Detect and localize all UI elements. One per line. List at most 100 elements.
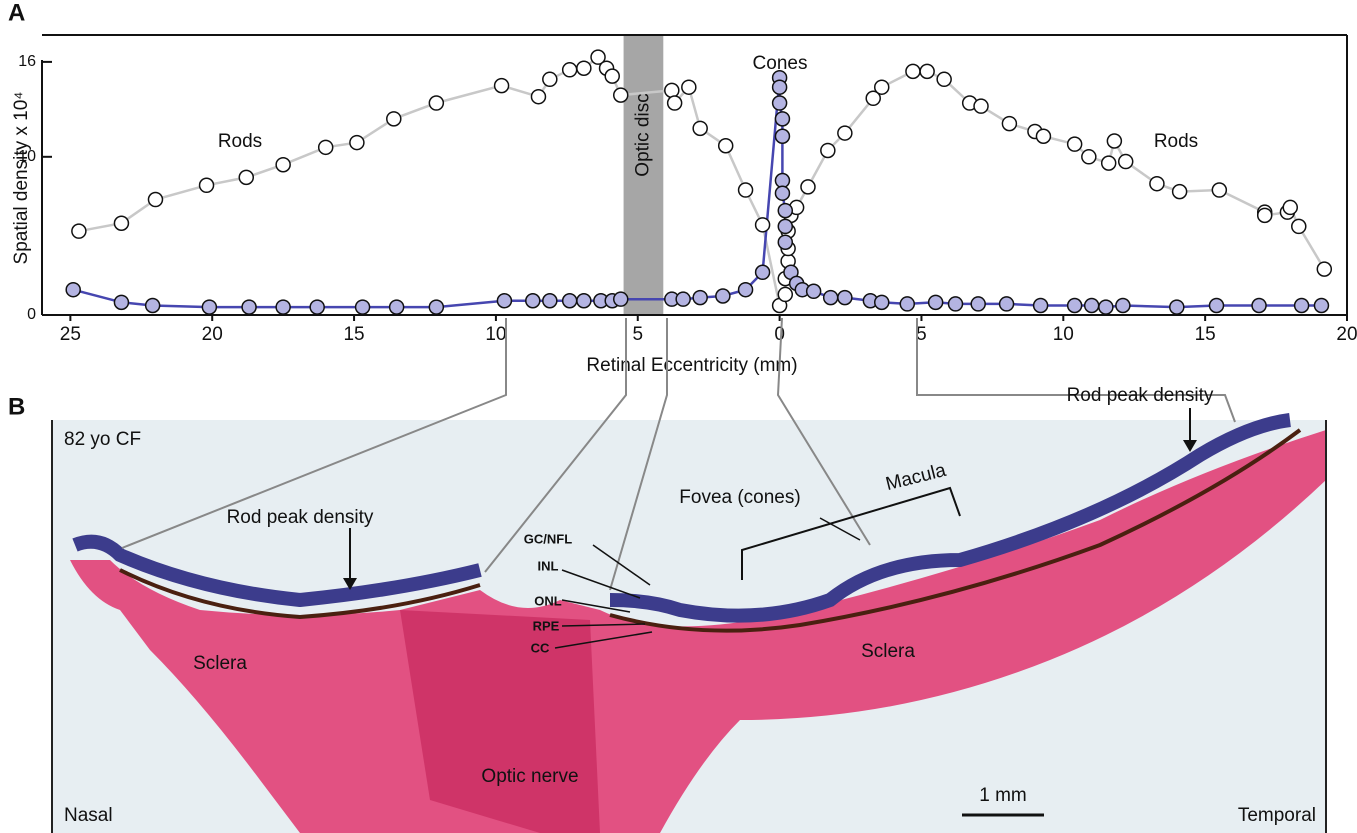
- data-point: [838, 291, 852, 305]
- x-tick-label: 15: [343, 324, 364, 345]
- data-point: [543, 294, 557, 308]
- x-tick-label: 25: [60, 324, 81, 345]
- histology-panel: B 82 yo CF Rod peak density Rod peak den…: [8, 318, 1326, 833]
- layer-label: ONL: [534, 593, 562, 608]
- data-point: [531, 90, 545, 104]
- data-point: [773, 80, 787, 94]
- data-point: [1034, 299, 1048, 313]
- data-point: [429, 300, 443, 314]
- x-tick-label: 20: [202, 324, 223, 345]
- data-point: [114, 216, 128, 230]
- data-point: [276, 300, 290, 314]
- data-point: [72, 224, 86, 238]
- data-point: [775, 174, 789, 188]
- panel-label: A: [8, 0, 25, 26]
- data-point: [1102, 156, 1116, 170]
- data-point: [495, 79, 509, 93]
- data-point: [937, 72, 951, 86]
- y-tick-label: 16: [18, 53, 36, 70]
- data-point: [429, 96, 443, 110]
- annotation: Rod peak density: [1067, 385, 1214, 406]
- layer-label: CC: [531, 640, 550, 655]
- data-point: [146, 299, 160, 313]
- data-point: [202, 300, 216, 314]
- data-point: [1210, 299, 1224, 313]
- data-point: [200, 178, 214, 192]
- data-point: [1002, 117, 1016, 131]
- data-point: [778, 204, 792, 218]
- data-point: [668, 96, 682, 110]
- y-axis-label: Spatial density x 10⁴: [11, 92, 32, 265]
- optic-nerve: [400, 610, 600, 833]
- data-point: [1170, 300, 1184, 314]
- data-point: [1119, 155, 1133, 169]
- annotation: Temporal: [1238, 805, 1316, 826]
- data-point: [778, 235, 792, 249]
- data-point: [838, 126, 852, 140]
- data-point: [310, 300, 324, 314]
- y-tick-label: 10: [18, 148, 36, 165]
- data-point: [756, 218, 770, 232]
- data-point: [778, 219, 792, 233]
- data-point: [543, 72, 557, 86]
- data-point: [807, 284, 821, 298]
- data-point: [356, 300, 370, 314]
- data-point: [1314, 299, 1328, 313]
- data-point: [1099, 300, 1113, 314]
- data-point: [526, 294, 540, 308]
- data-point: [693, 291, 707, 305]
- data-point: [390, 300, 404, 314]
- layer-label: INL: [538, 558, 559, 573]
- data-point: [1000, 297, 1014, 311]
- x-tick-label: 10: [1053, 324, 1074, 345]
- data-point: [239, 170, 253, 184]
- data-point: [614, 88, 628, 102]
- x-tick-label: 0: [774, 324, 785, 345]
- data-point: [387, 112, 401, 126]
- data-point: [778, 287, 792, 301]
- data-point: [920, 64, 934, 78]
- data-point: [773, 96, 787, 110]
- fit-line: [73, 78, 1321, 307]
- data-point: [614, 292, 628, 306]
- data-point: [821, 143, 835, 157]
- data-point: [577, 61, 591, 75]
- annotation: Fovea (cones): [679, 487, 800, 508]
- data-point: [775, 112, 789, 126]
- data-point: [716, 289, 730, 303]
- annotation: Sclera: [193, 653, 247, 674]
- data-point: [775, 129, 789, 143]
- data-point: [276, 158, 290, 172]
- data-point: [739, 183, 753, 197]
- fit-line: [79, 57, 1324, 305]
- data-point: [1116, 299, 1130, 313]
- data-point: [1085, 299, 1099, 313]
- data-point: [693, 121, 707, 135]
- data-point: [1295, 299, 1309, 313]
- data-point: [801, 180, 815, 194]
- annotation: Optic nerve: [481, 766, 578, 787]
- x-tick-label: 20: [1336, 324, 1357, 345]
- x-tick-label: 10: [485, 324, 506, 345]
- data-point: [739, 283, 753, 297]
- data-point: [974, 99, 988, 113]
- data-point: [900, 297, 914, 311]
- data-point: [114, 295, 128, 309]
- data-point: [497, 294, 511, 308]
- data-point: [676, 292, 690, 306]
- x-tick-label: 5: [632, 324, 643, 345]
- x-tick-label: 15: [1195, 324, 1216, 345]
- data-point: [682, 80, 696, 94]
- figure: A Cones Rods Rods Spatial density x 10⁴ …: [0, 0, 1357, 833]
- y-tick-label: 0: [27, 306, 36, 323]
- data-point: [1292, 219, 1306, 233]
- data-point: [1283, 200, 1297, 214]
- data-point: [1317, 262, 1331, 276]
- annotation: Sclera: [861, 641, 915, 662]
- data-point: [1036, 129, 1050, 143]
- data-point: [719, 139, 733, 153]
- layer-label: RPE: [533, 618, 560, 633]
- data-point: [665, 83, 679, 97]
- data-point: [875, 295, 889, 309]
- layer-label: GC/NFL: [524, 531, 572, 546]
